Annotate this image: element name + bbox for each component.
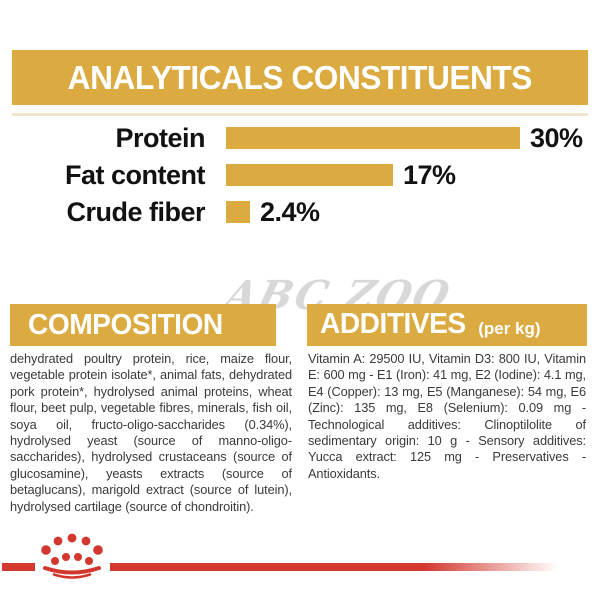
- bar-protein: [226, 127, 520, 149]
- brand-divider-right: [110, 563, 558, 571]
- bar-crude-fiber: [226, 201, 250, 223]
- bar-label-crude-fiber: Crude fiber: [66, 196, 205, 227]
- additives-per-kg-suffix: (per kg): [478, 319, 541, 338]
- additives-header-banner: ADDITIVES (per kg): [307, 304, 587, 346]
- analyticals-header-banner: ANALYTICALS CONSTITUENTS: [12, 50, 588, 105]
- chart-row-crude-fiber: Crude fiber 2.4%: [0, 197, 320, 227]
- chart-row-protein: Protein 30%: [0, 123, 583, 153]
- bar-label-fat-content: Fat content: [65, 159, 206, 190]
- bar-label-protein: Protein: [115, 122, 205, 153]
- bar-fat-content: [226, 164, 393, 186]
- bar-value-protein: 30%: [530, 122, 583, 153]
- composition-header-banner: COMPOSITION: [10, 304, 276, 346]
- brand-divider-left: [2, 563, 35, 571]
- additives-heading: ADDITIVES: [320, 308, 466, 340]
- header-underline: [12, 113, 588, 116]
- chart-row-fat-content: Fat content 17%: [0, 160, 456, 190]
- additives-paragraph: Vitamin A: 29500 IU, Vitamin D3: 800 IU,…: [308, 351, 586, 481]
- composition-heading: COMPOSITION: [28, 308, 223, 341]
- analyticals-header-title: ANALYTICALS CONSTITUENTS: [67, 58, 533, 96]
- bar-value-fat-content: 17%: [403, 159, 456, 190]
- composition-paragraph: dehydrated poultry protein, rice, maize …: [10, 351, 292, 514]
- royal-canin-crown-icon: [41, 533, 103, 579]
- bar-value-crude-fiber: 2.4%: [260, 196, 320, 227]
